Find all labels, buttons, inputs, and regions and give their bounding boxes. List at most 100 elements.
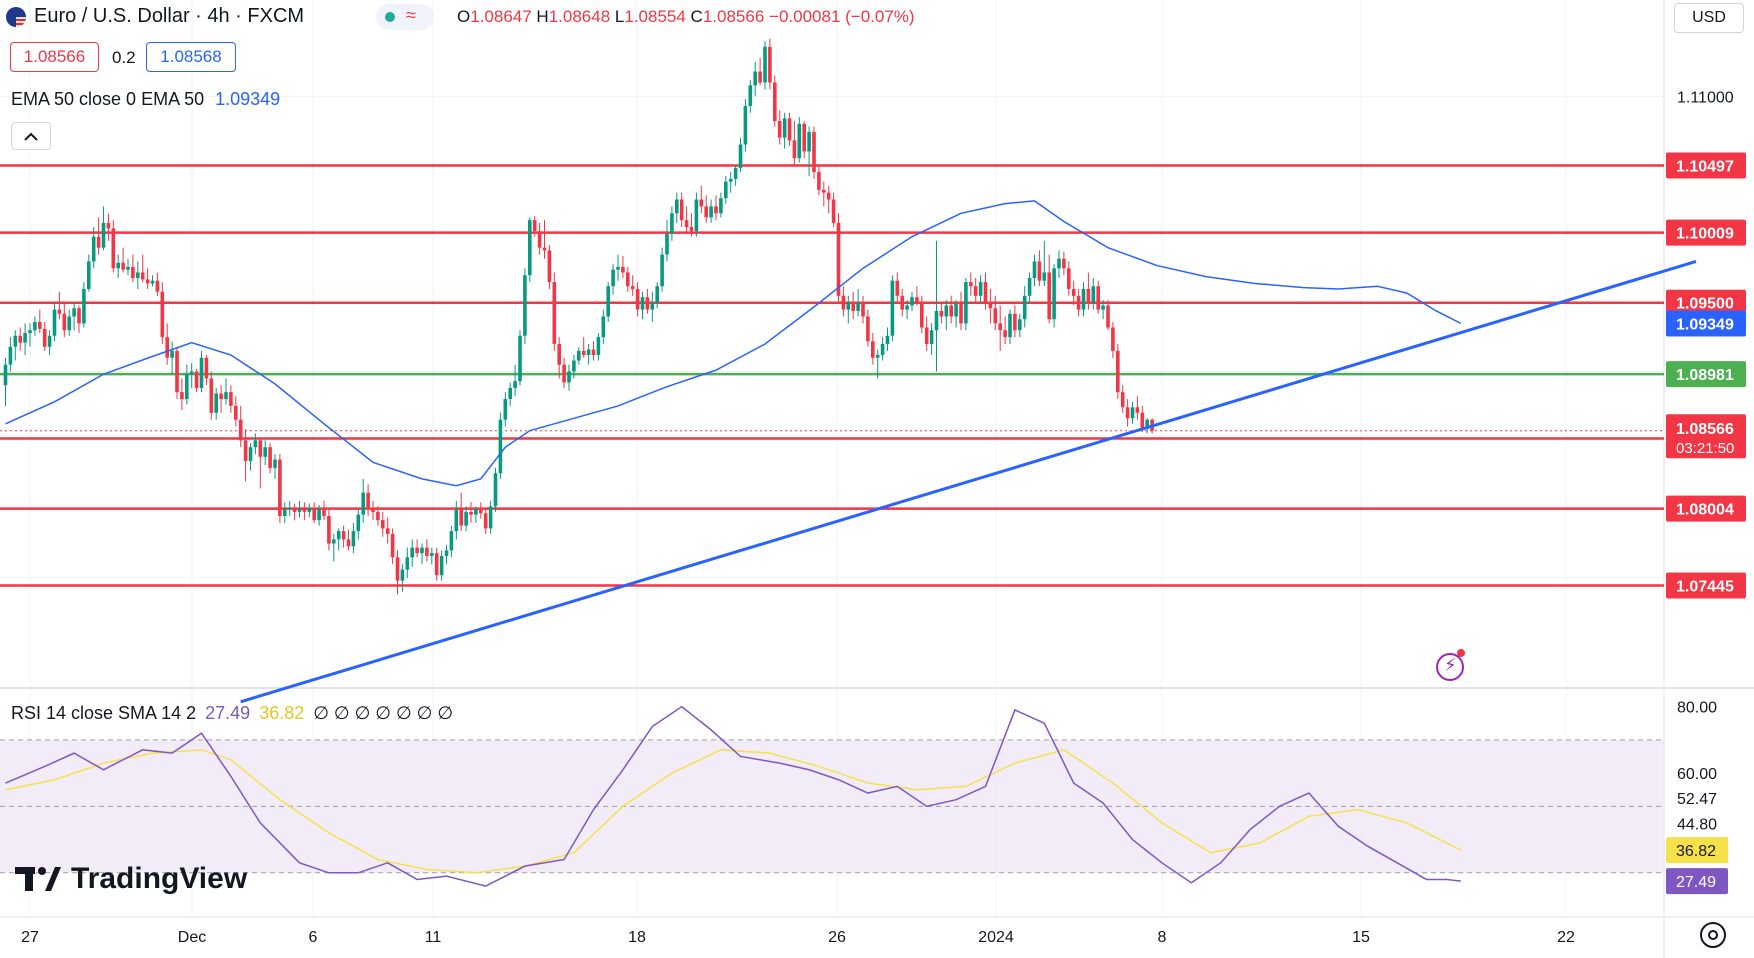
candle-body [224,392,228,400]
candle-body [969,282,973,287]
candle-body [861,302,865,317]
candle-body [679,199,684,221]
candle-body [410,547,414,558]
candle-body [155,280,160,292]
candle-body [405,557,410,570]
x-tick-label: 11 [425,929,442,946]
price-axes: 1.11000 1.10497 1.10009 1.09500 1.08981 1.085… [21,89,1746,946]
candle-body [317,509,321,521]
candle-body [23,332,27,343]
candle-body [52,309,57,336]
rsi-sma-label-bg [1666,837,1728,864]
candle-body [361,492,365,515]
candle-body [96,236,101,248]
candle-body [572,360,576,372]
level-label: 1.08004 [1676,502,1734,519]
candle-body [645,297,650,310]
candle-body [336,531,341,540]
candle-body [768,46,772,83]
candle-body [851,302,855,311]
ema-legend[interactable]: EMA 50 close 0 EMA 50 1.09349 [11,89,281,109]
candle-body [415,547,419,554]
rsi-tick-label: 80.00 [1677,700,1717,717]
candle-body [782,118,787,138]
candle-body [185,374,189,400]
candle-body [591,349,596,356]
candle-body [332,539,336,544]
rsi-legend[interactable]: RSI 14 close SMA 14 2 27.49 36.82 ∅ ∅ ∅ … [11,703,454,723]
candle-body [675,199,679,214]
candle-body [72,308,76,317]
lightning-icon[interactable]: ⚡ [1436,649,1465,681]
candle-body [866,316,870,342]
candle-body [954,304,958,317]
candle-body [577,350,581,361]
symbol-title[interactable]: Euro / U.S. Dollar · 4h · FXCM [34,5,305,27]
y-tick-label: 1.11000 [1677,89,1734,106]
candle-body [547,250,552,283]
currency-selector[interactable]: USD [1674,3,1744,33]
level-label: 1.08981 [1676,367,1734,384]
candle-body [719,198,723,214]
market-status-pill[interactable]: ≈ [376,4,434,30]
candle-body [856,302,860,311]
candle-body [469,511,473,515]
candle-body [998,323,1002,331]
candle-body [498,419,503,474]
candle-body [586,349,591,356]
candle-body [77,308,81,324]
candle-body [1067,268,1071,289]
candle-body [934,310,939,331]
sell-button[interactable]: 1.08566 [10,42,99,72]
tradingview-logo-icon [15,867,61,891]
candle-body [273,459,277,468]
candle-body [567,371,571,383]
candle-body [728,178,733,182]
rsi-sma-line [5,749,1462,874]
candle-body [939,310,944,317]
level-label-bg [1666,152,1746,179]
candle-body [831,199,836,223]
candle-body [322,509,326,516]
candle-body [8,346,13,365]
candle-body [42,328,47,347]
candle-body [430,553,434,556]
candle-body [13,335,18,347]
candle-body [38,321,42,329]
chart-settings-gear-icon[interactable] [1700,922,1726,948]
candle-body [434,553,439,576]
candle-body [552,282,557,344]
candle-body [915,297,919,303]
candle-body [47,335,52,347]
candle-body [234,405,238,420]
candle-body [1125,407,1130,419]
x-tick-label: 27 [21,929,39,946]
candle-body [699,199,704,207]
candle-body [189,371,194,375]
candle-body [346,539,351,547]
candle-body [116,262,120,269]
candle-body [444,550,449,556]
candle-body [733,167,738,179]
candle-body [763,46,767,83]
candle-body [439,555,444,576]
candle-body [204,357,209,379]
candle-body [209,378,214,413]
candle-body [895,280,900,296]
level-label-bg [1666,361,1746,388]
candle-body [817,172,821,190]
candle-body [1140,412,1145,428]
candle-body [3,364,8,386]
buy-button[interactable]: 1.08568 [146,42,236,72]
candle-body [327,516,331,544]
candle-body [964,282,968,324]
candle-body [513,381,517,389]
candle-body [283,509,287,516]
candle-body [1081,288,1086,310]
candle-body [900,295,904,310]
candle-body [57,309,62,314]
candle-body [395,557,400,581]
candle-body [1145,419,1149,428]
collapse-legend-button[interactable] [11,122,51,150]
